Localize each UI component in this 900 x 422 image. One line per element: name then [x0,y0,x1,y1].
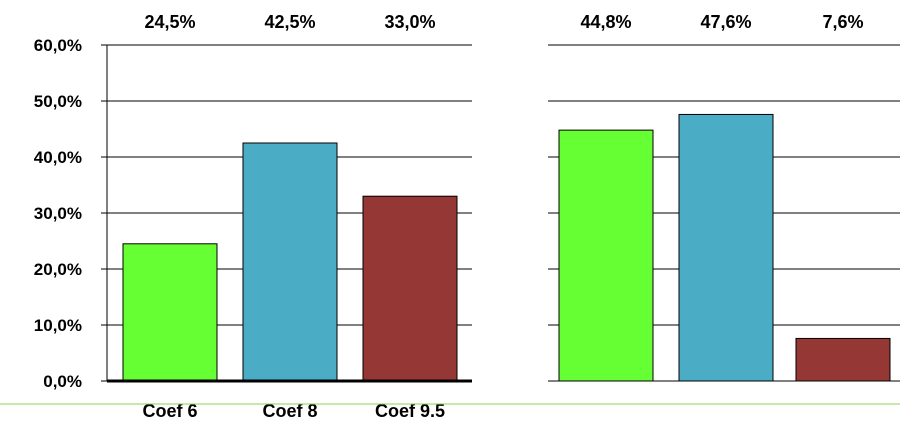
category-label: Coef 8 [262,401,317,421]
bar [242,142,338,382]
bar [678,113,774,382]
chart-left: 0,0% 10,0% 20,0% 30,0% 40,0% 50,0% 60,0% 24,5% 4… [34,12,472,421]
bar [122,243,218,382]
y-tick-label: 30,0% [34,204,82,223]
data-label: 42,5% [264,12,315,32]
chart-right: 44,8% 47,6% 7,6% [548,12,900,382]
y-tick-label: 20,0% [34,260,82,279]
data-label: 44,8% [580,12,631,32]
y-tick-label: 0,0% [43,372,82,391]
data-label: 7,6% [822,12,863,32]
y-tick-label: 40,0% [34,148,82,167]
y-tick-label: 50,0% [34,92,82,111]
category-label: Coef 9.5 [375,401,445,421]
data-label: 47,6% [700,12,751,32]
data-label: 24,5% [144,12,195,32]
bar [558,129,654,382]
bar [362,195,458,382]
y-tick-label: 10,0% [34,316,82,335]
data-label: 33,0% [384,12,435,32]
category-label: Coef 6 [142,401,197,421]
bar [795,337,891,382]
y-tick-label: 60,0% [34,36,82,55]
